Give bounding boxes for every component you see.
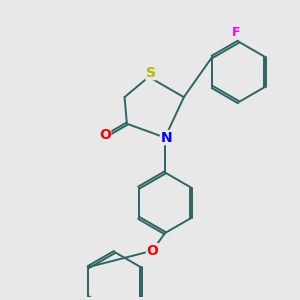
Text: O: O [146,244,158,258]
Text: F: F [232,26,241,39]
Text: O: O [99,128,111,142]
Text: N: N [160,130,172,145]
Text: S: S [146,66,156,80]
